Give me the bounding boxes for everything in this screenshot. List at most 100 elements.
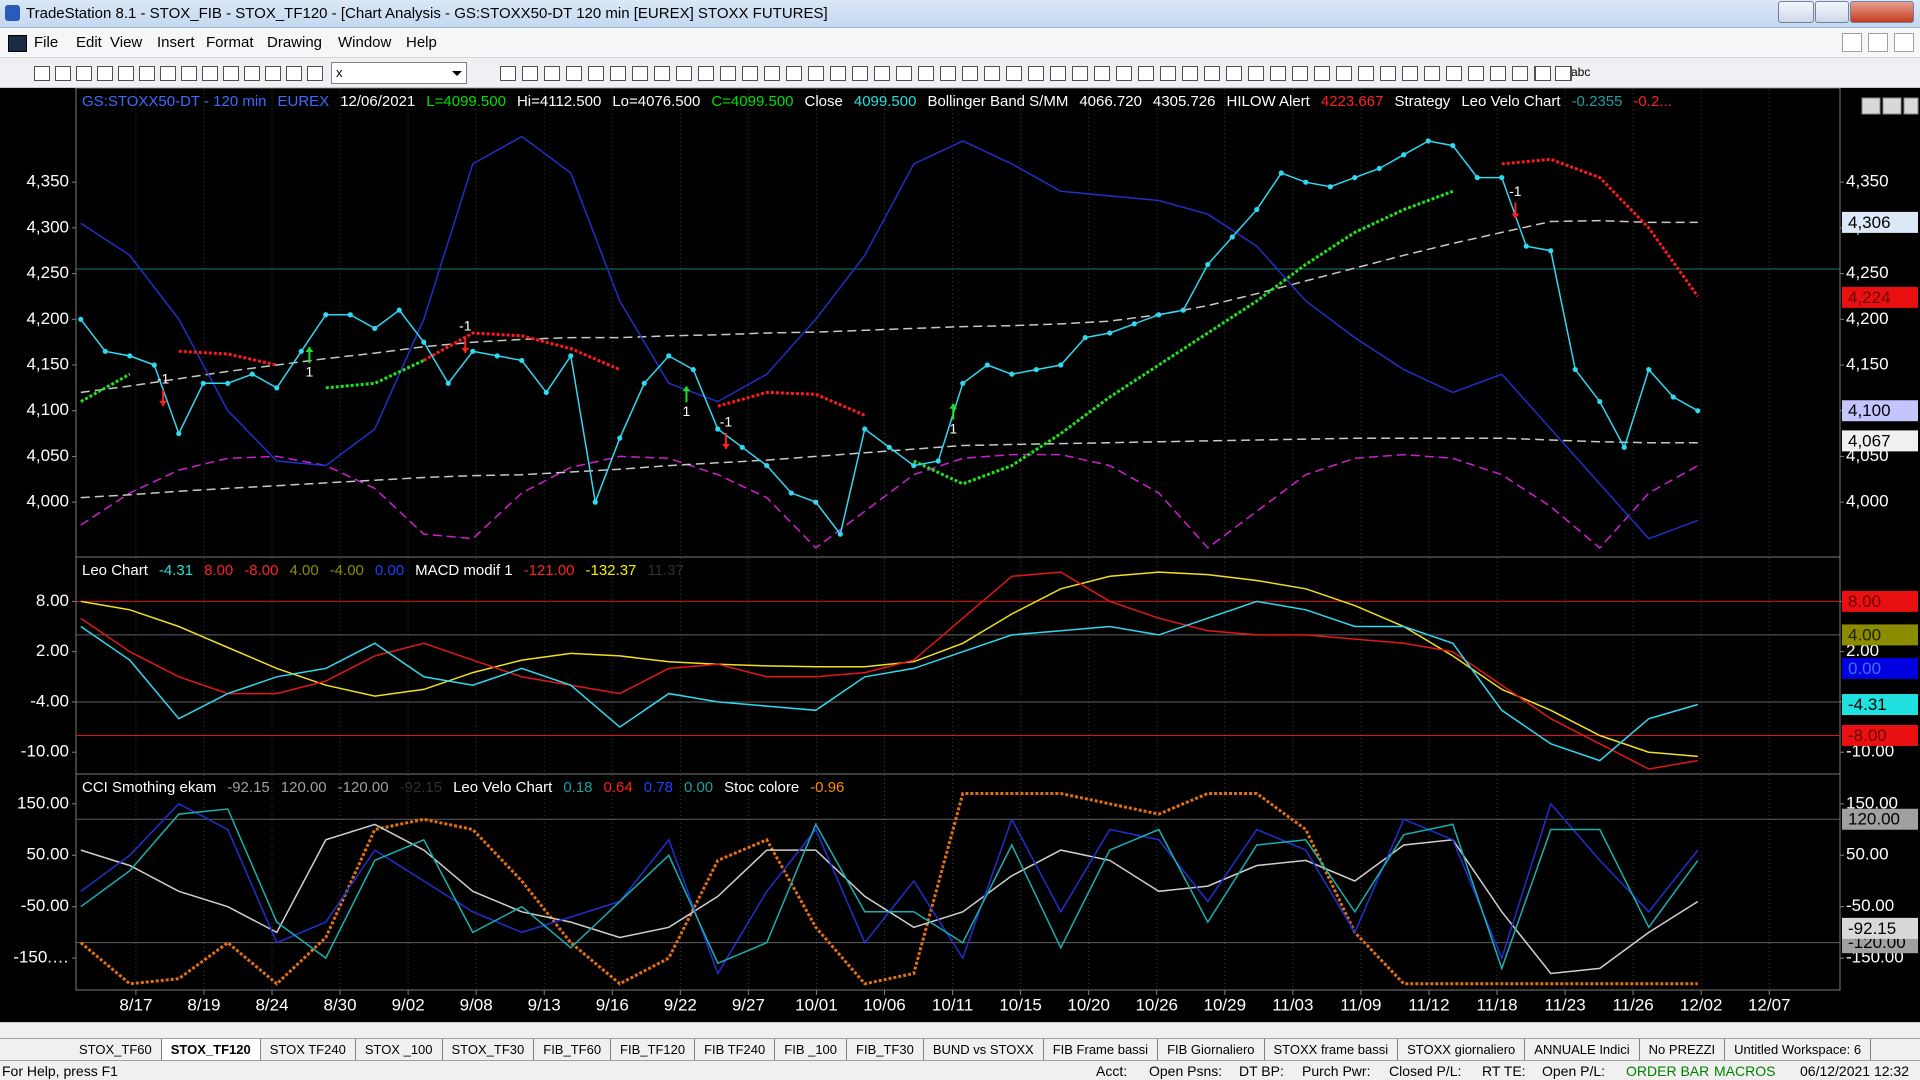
toolbar-icon[interactable] [566, 66, 582, 81]
toolbar-icon[interactable] [1204, 66, 1220, 81]
toolbar-icon[interactable] [940, 66, 956, 81]
toolbar-icon[interactable] [1446, 66, 1462, 81]
toolbar-icon[interactable] [544, 66, 560, 81]
workspace-tab[interactable]: FIB_TF60 [534, 1039, 612, 1060]
workspace-tab[interactable]: STOX_TF120 [161, 1039, 261, 1060]
toolbar-icon[interactable] [1072, 66, 1088, 81]
toolbar-icon[interactable] [1138, 66, 1154, 81]
workspace-tab[interactable]: No PREZZI [1640, 1039, 1726, 1060]
toolbar-icon[interactable] [1512, 66, 1528, 81]
toolbar-icon[interactable] [1490, 66, 1506, 81]
toolbar-icon[interactable] [632, 66, 648, 81]
toolbar-icon[interactable] [1116, 66, 1132, 81]
toolbar-icon[interactable] [34, 66, 50, 81]
toolbar-icon[interactable] [984, 66, 1000, 81]
workspace-tab[interactable]: FIB Frame bassi [1044, 1039, 1159, 1060]
toolbar-icon[interactable] [118, 66, 134, 81]
toolbar-icon[interactable] [610, 66, 626, 81]
toolbar-icon[interactable] [1314, 66, 1330, 81]
toolbar-icon[interactable] [720, 66, 736, 81]
workspace-tab[interactable]: STOX_TF60 [70, 1039, 162, 1060]
toolbar-icon[interactable] [522, 66, 538, 81]
menu-item[interactable]: View [110, 34, 143, 51]
restore-button[interactable] [1815, 1, 1849, 23]
toolbar-icon[interactable] [1226, 66, 1242, 81]
toolbar-icon[interactable] [500, 66, 516, 81]
toolbar-icon[interactable] [1248, 66, 1264, 81]
toolbar-icon[interactable] [1182, 66, 1198, 81]
toolbar-icon[interactable] [76, 66, 92, 81]
toolbar-icon[interactable] [764, 66, 780, 81]
toolbar-icon[interactable] [1535, 66, 1551, 81]
close-button[interactable] [1850, 1, 1914, 23]
symbol-box[interactable]: x [331, 62, 467, 84]
toolbar-icon[interactable] [654, 66, 670, 81]
workspace-tab[interactable]: STOX_TF30 [443, 1039, 535, 1060]
menu-item[interactable]: Edit [76, 34, 102, 51]
toolbar-icon[interactable] [830, 66, 846, 81]
toolbar-icon[interactable] [1292, 66, 1308, 81]
toolbar-icon[interactable] [918, 66, 934, 81]
pane-close[interactable] [1903, 97, 1919, 115]
menu-item[interactable]: Help [406, 34, 437, 51]
toolbar-icon[interactable] [1006, 66, 1022, 81]
minimize-button[interactable] [1778, 1, 1814, 23]
toolbar-icon[interactable] [1028, 66, 1044, 81]
toolbar-icon[interactable] [676, 66, 692, 81]
toolbar-icon[interactable] [307, 66, 323, 81]
toolbar-icon[interactable] [160, 66, 176, 81]
menu-item[interactable]: Insert [157, 34, 195, 51]
workspace-tab[interactable]: FIB Giornaliero [1158, 1039, 1265, 1060]
scrollbar[interactable] [0, 1022, 1920, 1038]
workspace-tab[interactable]: STOXX frame bassi [1265, 1039, 1399, 1060]
toolbar-icon[interactable] [588, 66, 604, 81]
toolbar-icon[interactable] [1358, 66, 1374, 81]
toolbar-icon[interactable] [1094, 66, 1110, 81]
toolbar-icon[interactable] [1468, 66, 1484, 81]
toolbar-icon[interactable] [698, 66, 714, 81]
toolbar-icon[interactable] [808, 66, 824, 81]
menu-item[interactable]: Drawing [267, 34, 323, 51]
toolbar-icon[interactable] [852, 66, 868, 81]
menu-item[interactable]: Format [206, 34, 254, 51]
mdi-restore[interactable] [1868, 33, 1888, 52]
toolbar-icon[interactable] [97, 66, 113, 81]
menu-item[interactable]: Window [338, 34, 392, 51]
pane-minimize[interactable] [1861, 97, 1881, 115]
toolbar-icon[interactable] [786, 66, 802, 81]
toolbar-icon[interactable] [55, 66, 71, 81]
workspace-tab[interactable]: ANNUALE Indici [1525, 1039, 1640, 1060]
workspace-tab[interactable]: FIB TF240 [695, 1039, 776, 1060]
toolbar-icon[interactable] [265, 66, 281, 81]
menu-item[interactable]: File [34, 34, 59, 51]
text-tool[interactable]: abc [1571, 65, 1591, 79]
workspace-tab[interactable]: BUND vs STOXX [924, 1039, 1044, 1060]
toolbar-icon[interactable] [1402, 66, 1418, 81]
mdi-minimize[interactable] [1842, 33, 1862, 52]
toolbar-icon[interactable] [1424, 66, 1440, 81]
toolbar-icon[interactable] [1380, 66, 1396, 81]
workspace-tab[interactable]: STOX TF240 [261, 1039, 356, 1060]
toolbar-icon[interactable] [962, 66, 978, 81]
workspace-tab[interactable]: FIB_TF30 [847, 1039, 924, 1060]
workspace-tab[interactable]: STOX _100 [356, 1039, 443, 1060]
toolbar-icon[interactable] [1160, 66, 1176, 81]
toolbar-icon[interactable] [223, 66, 239, 81]
toolbar-icon[interactable] [286, 66, 302, 81]
toolbar-icon[interactable] [181, 66, 197, 81]
mdi-close[interactable] [1894, 33, 1914, 52]
toolbar-icon[interactable] [202, 66, 218, 81]
workspace-tab[interactable]: FIB_TF120 [611, 1039, 696, 1060]
toolbar-icon[interactable] [1270, 66, 1286, 81]
workspace-tab[interactable]: Untitled Workspace: 6 [1725, 1039, 1872, 1060]
toolbar-icon[interactable] [1555, 66, 1571, 81]
toolbar-icon[interactable] [742, 66, 758, 81]
toolbar-icon[interactable] [874, 66, 890, 81]
toolbar-icon[interactable] [139, 66, 155, 81]
pane-restore[interactable] [1882, 97, 1902, 115]
toolbar-icon[interactable] [1050, 66, 1066, 81]
toolbar-icon[interactable] [896, 66, 912, 81]
toolbar-icon[interactable] [1336, 66, 1352, 81]
toolbar-icon[interactable] [244, 66, 260, 81]
workspace-tab[interactable]: FIB _100 [775, 1039, 848, 1060]
